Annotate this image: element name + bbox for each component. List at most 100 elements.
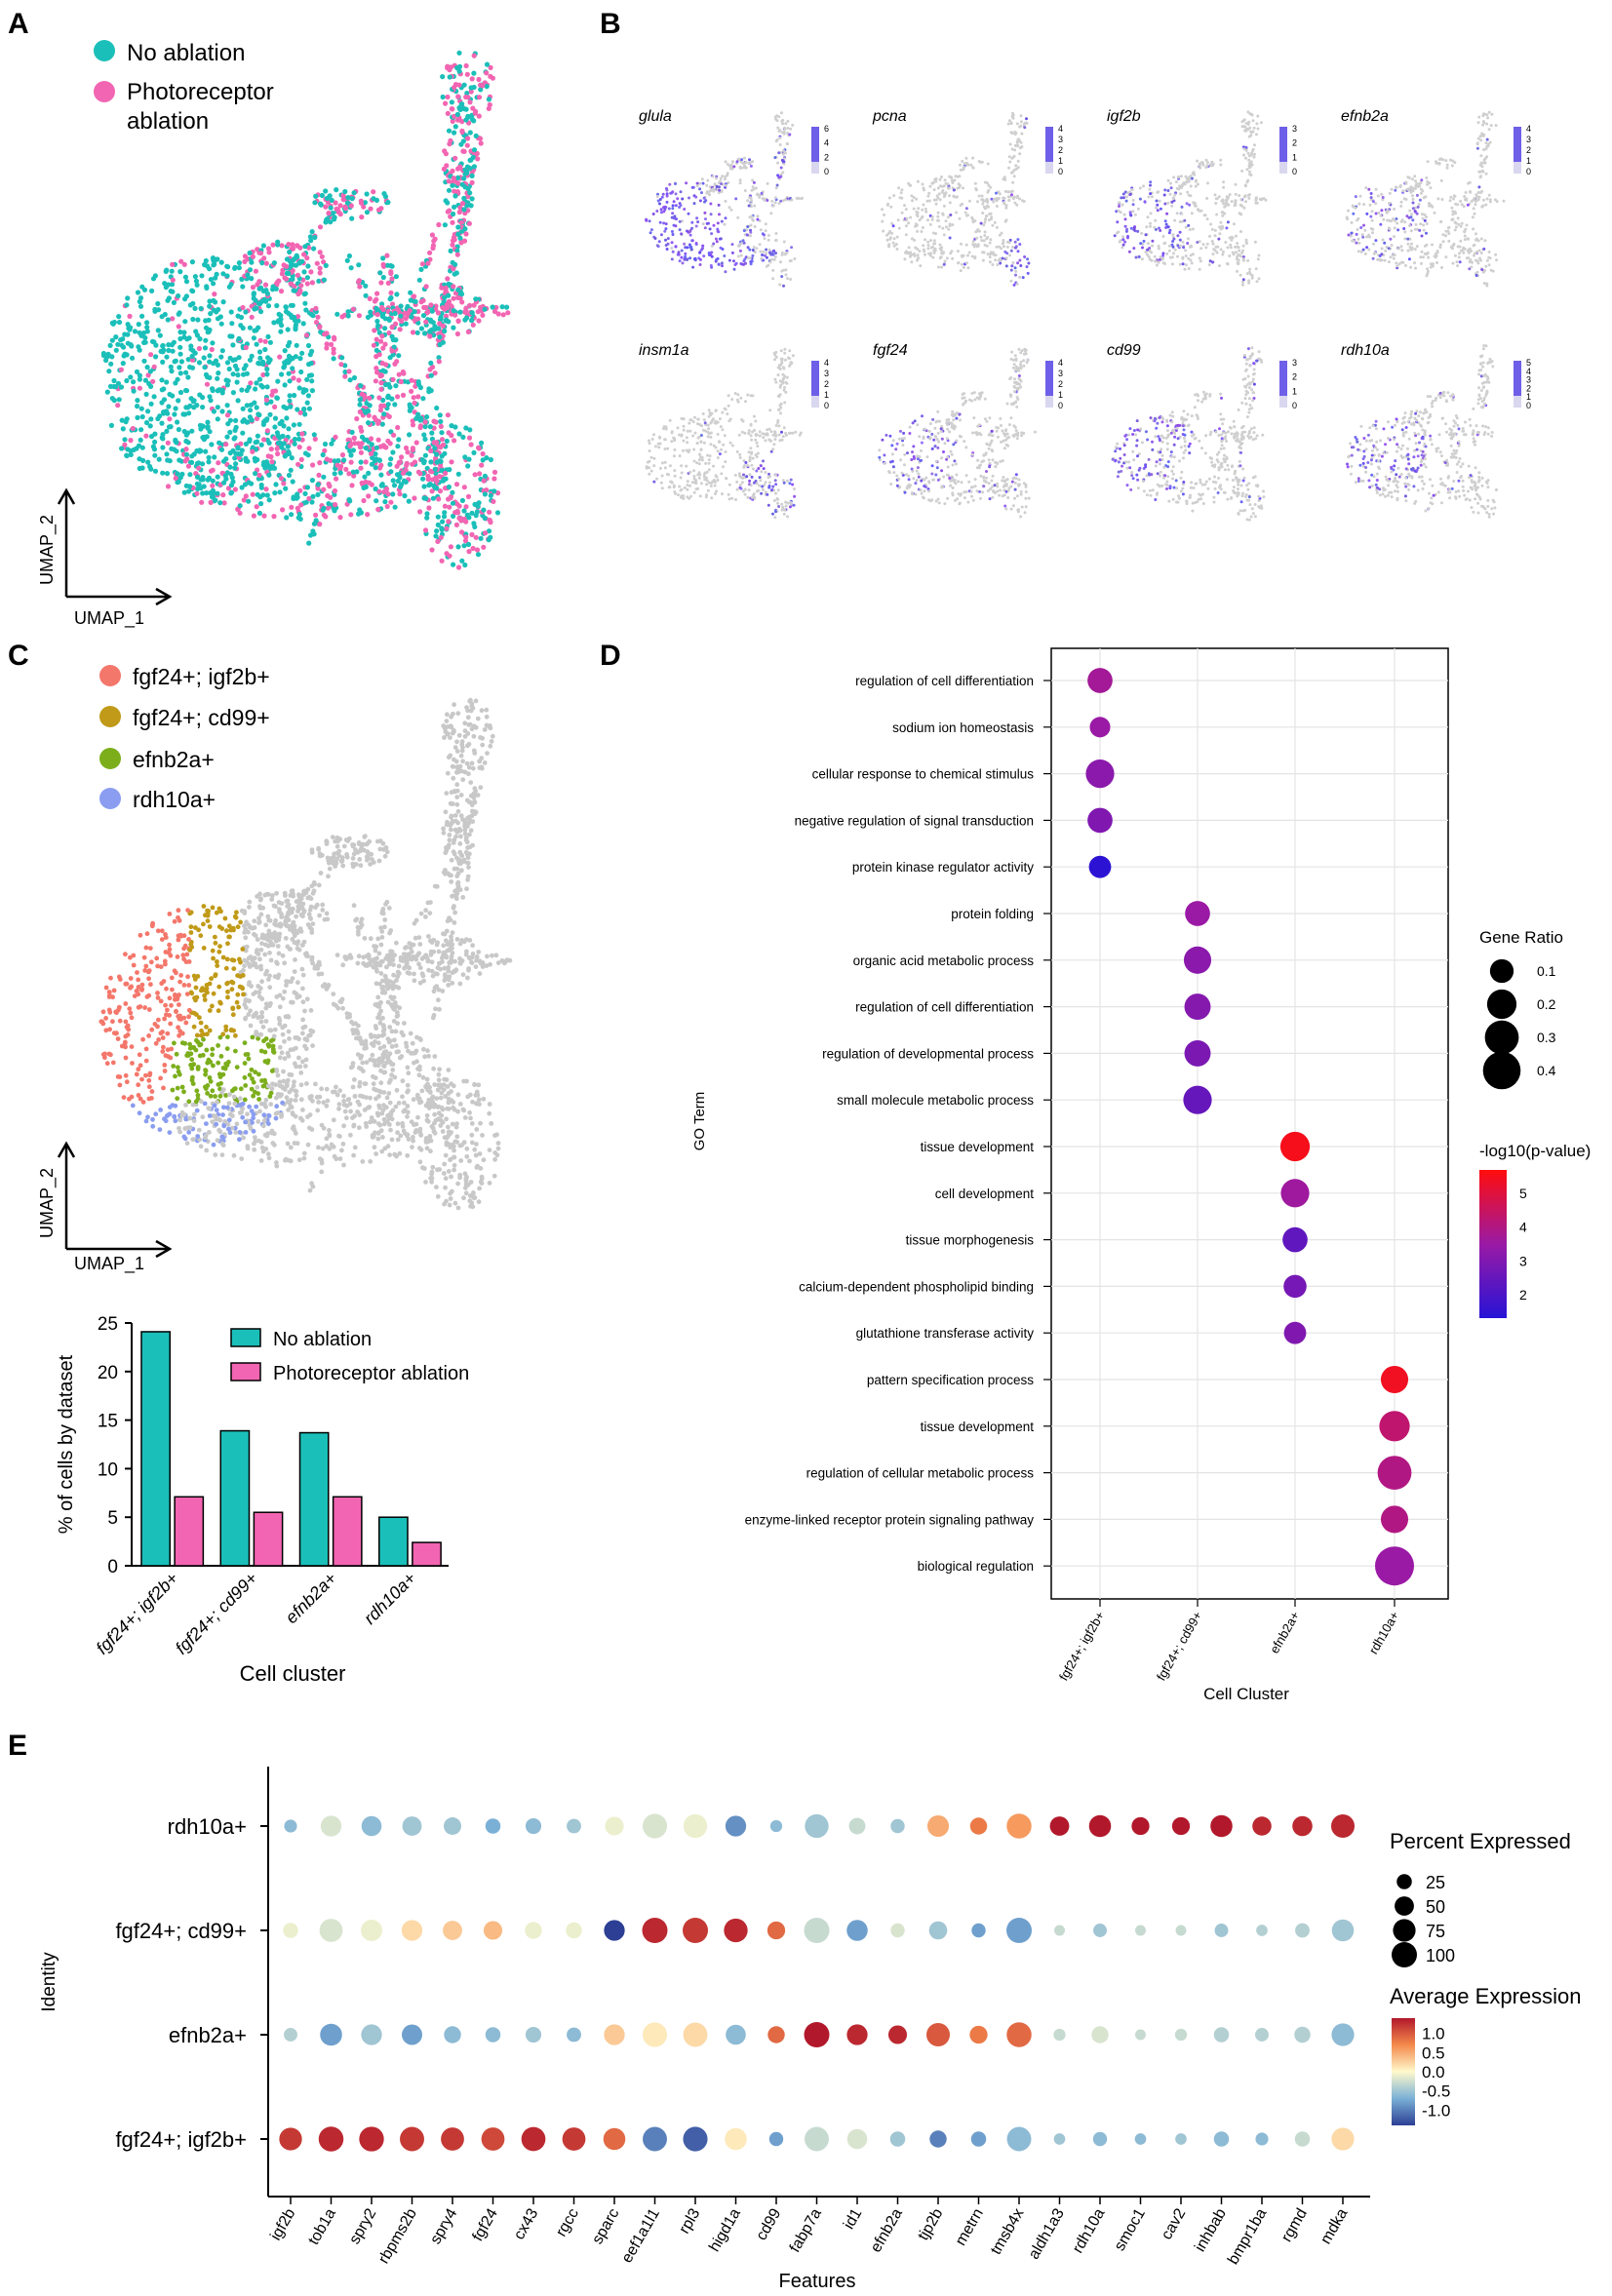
umap-point (749, 230, 753, 234)
umap-point (384, 253, 390, 258)
umap-point (286, 242, 292, 248)
umap-point (722, 443, 726, 447)
umap-point (385, 491, 391, 497)
umap-point (456, 68, 462, 74)
umap-point (1358, 194, 1362, 198)
umap-point (266, 497, 272, 503)
umap-point (1371, 227, 1375, 231)
umap-point (685, 181, 688, 185)
umap-point (1356, 218, 1359, 222)
umap-point (471, 164, 477, 170)
umap-point (130, 425, 136, 432)
umap-point (317, 250, 323, 255)
umap-point (685, 464, 688, 468)
umap-point (389, 263, 395, 269)
umap-point (931, 231, 935, 235)
umap-point (388, 269, 394, 275)
umap-point (458, 292, 465, 297)
umap-point (709, 431, 713, 435)
umap-point (237, 503, 243, 509)
umap-point (1369, 196, 1373, 200)
umap-point (197, 448, 203, 453)
umap-point (1167, 231, 1171, 235)
umap-point (702, 196, 706, 200)
umap-point (658, 442, 662, 446)
umap-point (1136, 207, 1140, 211)
umap-point (744, 461, 748, 464)
umap-point (1441, 233, 1445, 237)
umap-point (1181, 240, 1185, 244)
umap-point (1164, 222, 1168, 226)
umap-point (940, 246, 944, 250)
umap-point (662, 427, 665, 431)
umap-point (1012, 175, 1016, 178)
umap-point (688, 228, 692, 232)
umap-point (765, 255, 768, 259)
umap-point (708, 454, 712, 458)
umap-point (1184, 249, 1187, 253)
umap-point (699, 455, 703, 459)
umap-point (453, 270, 459, 276)
umap-point (160, 445, 166, 450)
umap-point (1170, 243, 1174, 247)
umap-point (988, 241, 992, 245)
umap-point (931, 246, 935, 249)
umap-point (705, 221, 709, 225)
umap-point (187, 459, 194, 465)
umap-point (774, 252, 777, 255)
umap-point (436, 355, 442, 361)
umap-point (1149, 224, 1152, 228)
umap-point (1413, 261, 1416, 265)
umap-point (1153, 225, 1157, 229)
umap-point (1414, 223, 1418, 226)
umap-point (124, 352, 130, 358)
umap-point (1213, 228, 1217, 232)
umap-point (1239, 230, 1242, 233)
umap-point (207, 353, 213, 359)
umap-point (232, 427, 238, 433)
umap-point (748, 158, 751, 162)
umap-point (176, 479, 181, 485)
umap-point (1419, 255, 1423, 259)
umap-point (660, 474, 664, 478)
umap-point (303, 307, 309, 313)
umap-point (1180, 212, 1184, 215)
umap-point (1004, 264, 1008, 268)
feature-plot-pcna-title: pcna (872, 108, 907, 125)
umap-point (916, 256, 920, 260)
umap-point (488, 492, 493, 498)
umap-panel-a: No ablation Photoreceptor ablation UMAP_… (37, 40, 511, 629)
umap-point (445, 94, 451, 100)
umap-point (1394, 188, 1397, 192)
umap-point (1215, 197, 1219, 201)
umap-point (446, 128, 452, 134)
umap-point (692, 448, 696, 451)
umap-point (1011, 111, 1014, 115)
umap-point (147, 423, 153, 429)
umap-point (705, 483, 709, 486)
umap-point (700, 177, 704, 181)
umap-point (229, 333, 235, 339)
umap-point (698, 257, 702, 261)
umap-point (782, 481, 786, 485)
umap-point (1357, 202, 1361, 206)
umap-point (473, 133, 479, 138)
umap-point (312, 234, 318, 241)
umap-point (926, 240, 930, 244)
umap-point (984, 214, 988, 218)
umap-point (786, 127, 790, 130)
umap-point (741, 419, 745, 423)
umap-point (721, 428, 725, 432)
umap-point (952, 194, 956, 198)
umap-point (405, 449, 411, 455)
umap-point (1208, 259, 1212, 263)
umap-point (208, 398, 214, 404)
umap-point (204, 263, 211, 269)
umap-point (219, 390, 225, 396)
umap-point (464, 71, 470, 77)
umap-point (727, 497, 731, 501)
umap-point (738, 474, 741, 478)
umap-point (730, 160, 734, 164)
umap-point (646, 460, 649, 464)
umap-point (313, 512, 319, 518)
